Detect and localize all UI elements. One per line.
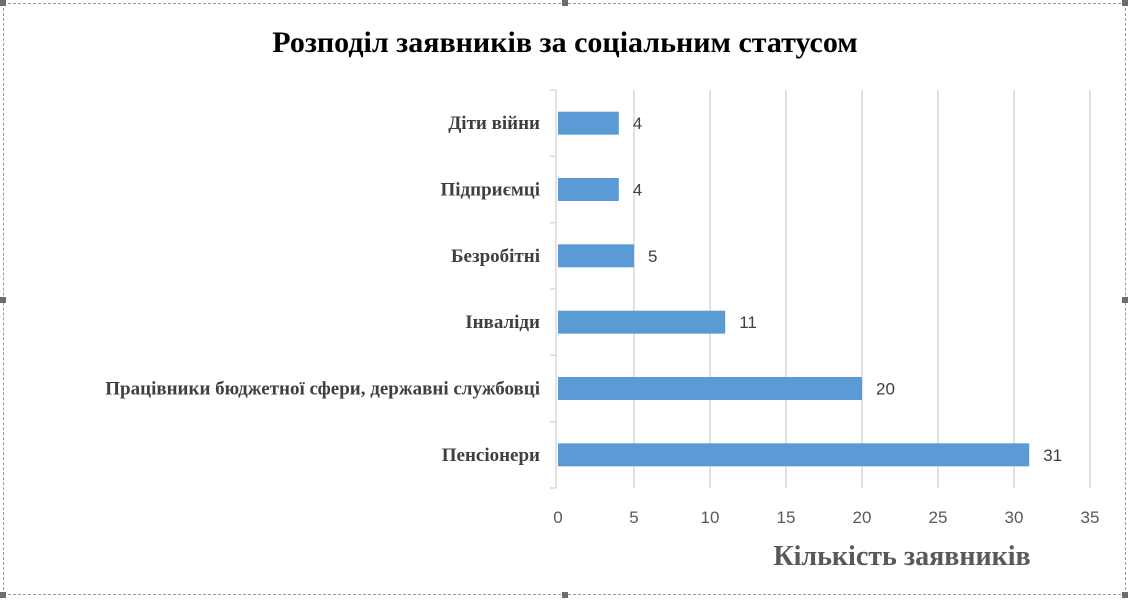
x-tick-label: 0 — [553, 508, 562, 527]
resize-handle-bottom-left[interactable] — [0, 592, 6, 598]
data-label: 11 — [739, 313, 757, 332]
category-label: Пенсіонери — [442, 445, 540, 466]
x-tick-label: 15 — [777, 508, 796, 527]
x-tick-label: 35 — [1081, 508, 1100, 527]
category-axis — [550, 89, 557, 489]
x-tick-label: 30 — [1005, 508, 1024, 527]
category-label: Працівники бюджетної сфери, державні слу… — [105, 379, 540, 400]
resize-handle-middle-right[interactable] — [1122, 297, 1128, 303]
chart-title: Розподіл заявників за соціальним статусо… — [272, 26, 857, 59]
resize-handle-top-right[interactable] — [1122, 0, 1128, 6]
data-label: 4 — [633, 181, 642, 200]
resize-handle-top-center[interactable] — [562, 0, 568, 6]
bar — [558, 111, 619, 135]
bar — [558, 443, 1030, 467]
data-label: 5 — [648, 247, 657, 266]
bars — [558, 111, 1030, 467]
resize-handle-bottom-center[interactable] — [562, 592, 568, 598]
bar — [558, 310, 726, 334]
data-label: 31 — [1043, 446, 1062, 465]
x-tick-label: 5 — [629, 508, 638, 527]
x-tick-label: 10 — [701, 508, 720, 527]
category-label: Безробітні — [451, 246, 540, 267]
resize-handle-top-left[interactable] — [0, 0, 6, 6]
x-tick-label: 25 — [929, 508, 948, 527]
category-label: Інваліди — [465, 312, 540, 333]
data-label: 20 — [876, 380, 895, 399]
bar — [558, 178, 619, 201]
labels: 0 5 10 15 20 25 30 35 Діти війни 4 Підприємці 4 Безр… — [105, 113, 1099, 527]
x-axis-title: Кількість заявників — [773, 541, 1030, 572]
resize-handle-middle-left[interactable] — [0, 297, 6, 303]
data-label: 4 — [633, 114, 642, 133]
resize-handle-bottom-right[interactable] — [1122, 592, 1128, 598]
bar — [558, 244, 634, 268]
category-label: Підприємці — [440, 180, 540, 201]
x-tick-label: 20 — [853, 508, 872, 527]
gridlines — [633, 90, 1091, 488]
bar — [558, 377, 862, 400]
category-label: Діти війни — [448, 113, 540, 134]
